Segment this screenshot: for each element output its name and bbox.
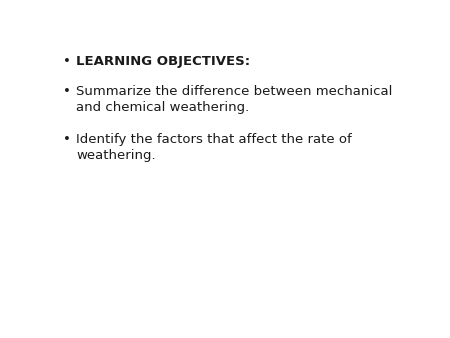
Text: LEARNING OBJECTIVES:: LEARNING OBJECTIVES: [76, 55, 251, 68]
Text: •: • [63, 55, 71, 68]
Text: Summarize the difference between mechanical
and chemical weathering.: Summarize the difference between mechani… [76, 85, 393, 114]
Text: •: • [63, 85, 71, 98]
Text: •: • [63, 133, 71, 146]
Text: Identify the factors that affect the rate of
weathering.: Identify the factors that affect the rat… [76, 133, 352, 162]
